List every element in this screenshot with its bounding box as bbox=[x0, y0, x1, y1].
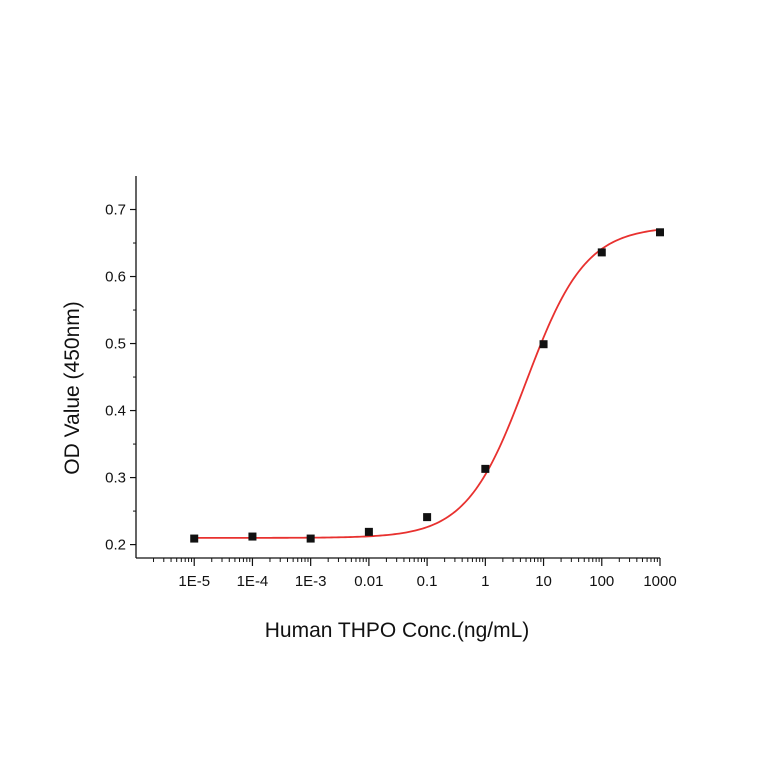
data-point bbox=[481, 464, 490, 473]
data-points bbox=[190, 228, 664, 543]
x-tick-label: 100 bbox=[589, 573, 614, 590]
y-tick-label: 0.2 bbox=[105, 537, 126, 554]
y-tick-label: 0.3 bbox=[105, 470, 126, 487]
data-point bbox=[364, 527, 373, 536]
y-tick-label: 0.7 bbox=[105, 202, 126, 219]
data-point bbox=[306, 534, 315, 543]
x-axis-ticks: 1E-5 1E-4 1E-3 0.01 0.1 1 10 100 1000 bbox=[153, 558, 677, 590]
x-tick-label: 0.1 bbox=[417, 573, 438, 590]
data-point bbox=[539, 340, 548, 349]
y-tick-label: 0.6 bbox=[105, 269, 126, 286]
x-tick-label: 0.01 bbox=[354, 573, 383, 590]
x-tick-label: 1E-5 bbox=[178, 573, 210, 590]
x-tick-label: 1000 bbox=[643, 573, 676, 590]
x-tick-label: 10 bbox=[535, 573, 552, 590]
y-axis-title: OD Value (450nm) bbox=[61, 301, 84, 475]
data-point bbox=[248, 532, 257, 541]
data-point bbox=[597, 248, 606, 257]
axes bbox=[135, 176, 660, 559]
fit-curve bbox=[194, 228, 661, 539]
x-axis-title: Human THPO Conc.(ng/mL) bbox=[265, 619, 530, 642]
y-tick-label: 0.4 bbox=[105, 403, 126, 420]
data-point bbox=[190, 534, 199, 543]
x-tick-label: 1E-4 bbox=[237, 573, 269, 590]
y-axis-ticks: 0.2 0.3 0.4 0.5 0.6 0.7 bbox=[105, 202, 136, 554]
x-tick-label: 1E-3 bbox=[295, 573, 327, 590]
y-tick-label: 0.5 bbox=[105, 336, 126, 353]
data-point bbox=[656, 228, 664, 237]
x-tick-label: 1 bbox=[481, 573, 489, 590]
data-point bbox=[423, 513, 432, 522]
